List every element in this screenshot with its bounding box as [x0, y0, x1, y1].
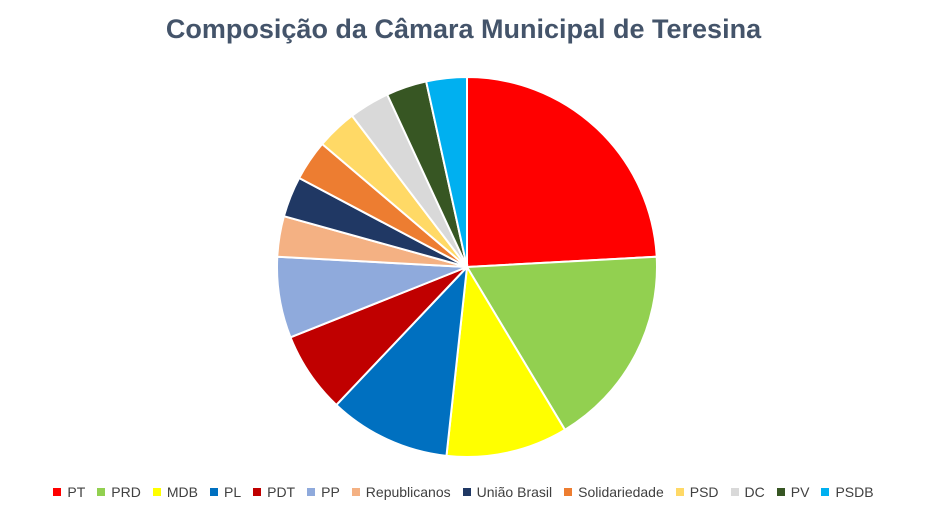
- legend-item: União Brasil: [462, 484, 553, 500]
- pie-slice-psdb: [424, 75, 468, 268]
- legend-swatch: [351, 488, 360, 496]
- legend-label: Solidariedade: [578, 484, 664, 500]
- pie-slice-pl: [334, 264, 469, 457]
- legend-label: Republicanos: [365, 484, 451, 500]
- legend-label: PP: [321, 484, 340, 500]
- legend-swatch: [53, 488, 62, 496]
- legend-item: PRD: [97, 484, 141, 500]
- legend-label: PSD: [689, 484, 719, 500]
- legend-swatch: [730, 488, 739, 496]
- legend-swatch: [253, 488, 262, 496]
- legend-label: PSDB: [835, 484, 874, 500]
- legend-item: MDB: [152, 484, 198, 500]
- legend-label: União Brasil: [476, 484, 553, 500]
- legend-item: PP: [307, 484, 340, 500]
- legend-label: PDT: [267, 484, 296, 500]
- pie-slice-prd: [465, 255, 658, 432]
- legend-item: PL: [209, 484, 242, 500]
- legend-item: PT: [53, 484, 85, 500]
- legend-item: PSD: [675, 484, 719, 500]
- legend-swatch: [307, 488, 316, 496]
- legend-swatch: [462, 488, 471, 496]
- legend-label: DC: [744, 484, 765, 500]
- legend-item: Solidariedade: [564, 484, 664, 500]
- legend-item: PSDB: [821, 484, 874, 500]
- legend: PT PRD MDB PL PDT PP Republicanos União Brasil S…: [0, 484, 927, 500]
- legend-label: MDB: [166, 484, 198, 500]
- legend-swatch: [152, 488, 161, 496]
- legend-swatch: [209, 488, 218, 496]
- legend-swatch: [821, 488, 830, 496]
- legend-item: PV: [776, 484, 810, 500]
- pie-slice-mdb: [445, 263, 567, 458]
- legend-label: PT: [67, 484, 86, 500]
- legend-label: PL: [223, 484, 242, 500]
- legend-item: PDT: [253, 484, 295, 500]
- legend-label: PV: [790, 484, 810, 500]
- legend-label: PRD: [111, 484, 141, 500]
- legend-swatch: [776, 488, 785, 496]
- legend-item: DC: [730, 484, 765, 500]
- pie-slice-pt: [466, 75, 658, 269]
- legend-swatch: [675, 488, 684, 496]
- chart-title: Composição da Câmara Municipal de Teresi…: [165, 14, 762, 44]
- legend-item: Republicanos: [351, 484, 451, 500]
- legend-swatch: [97, 488, 106, 496]
- legend-swatch: [564, 488, 573, 496]
